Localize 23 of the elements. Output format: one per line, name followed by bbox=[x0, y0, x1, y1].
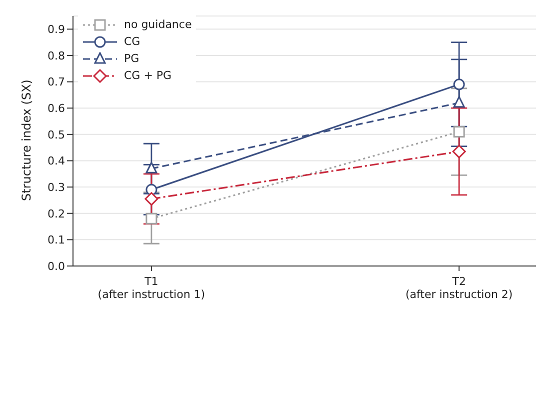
point bbox=[453, 126, 465, 138]
point bbox=[146, 184, 158, 196]
y-tick-label: 0.6 bbox=[48, 102, 65, 116]
legend-label: no guidance bbox=[124, 18, 192, 31]
y-tick-label: 0.3 bbox=[48, 180, 65, 194]
y-tick-label: 0.5 bbox=[48, 128, 65, 142]
point bbox=[452, 144, 466, 158]
legend-label: CG bbox=[124, 35, 140, 48]
x-tick-label: T1 (after instruction 1) bbox=[98, 275, 206, 301]
point bbox=[144, 192, 158, 206]
y-tick-label: 0.9 bbox=[48, 23, 65, 36]
y-tick-label: 0.0 bbox=[48, 260, 65, 273]
legend-label: CG + PG bbox=[124, 69, 172, 82]
y-tick-label: 0.2 bbox=[48, 207, 65, 220]
y-tick-label: 0.1 bbox=[48, 234, 65, 247]
legend-label: PG bbox=[124, 52, 140, 65]
y-axis-title: Structure index (SX) bbox=[19, 80, 34, 201]
point bbox=[453, 78, 465, 90]
y-tick-label: 0.7 bbox=[48, 76, 65, 89]
y-tick-label: 0.8 bbox=[48, 49, 65, 62]
x-tick-label: T2 (after instruction 2) bbox=[405, 275, 513, 301]
point bbox=[146, 212, 158, 224]
y-tick-label: 0.4 bbox=[48, 154, 65, 168]
